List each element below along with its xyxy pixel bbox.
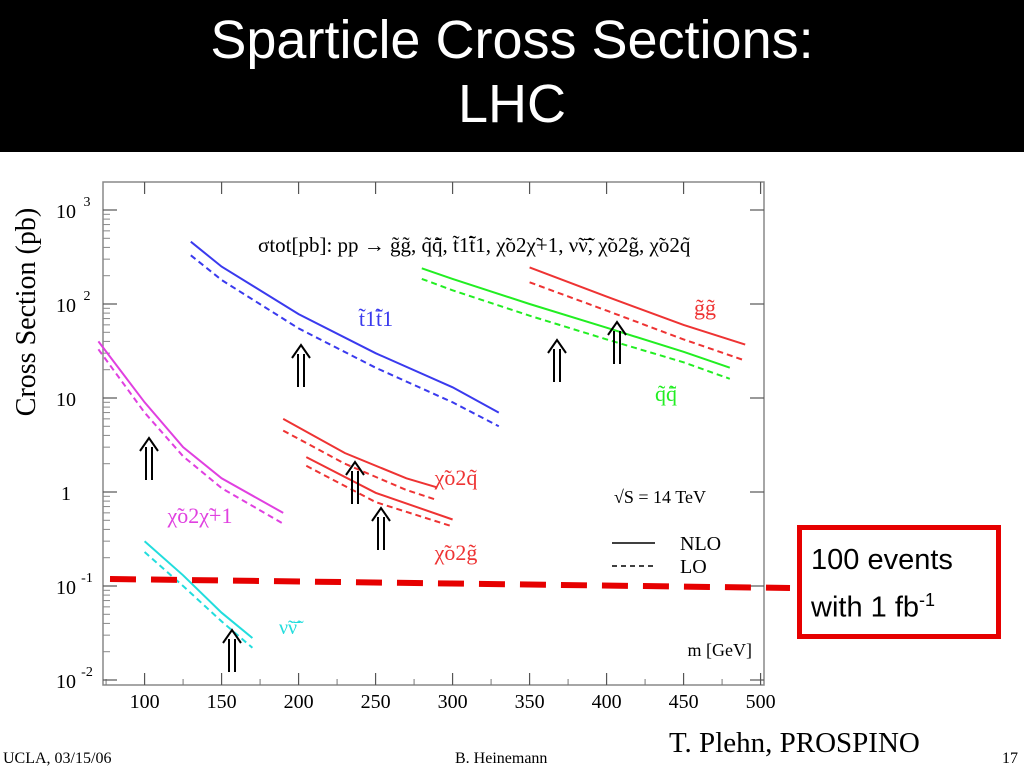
y-tick-label: 1 bbox=[61, 483, 71, 505]
series-lo-curve-4 bbox=[282, 429, 438, 502]
callout-line-1: 100 events bbox=[811, 544, 953, 576]
y-tick-label-exponent: 3 bbox=[84, 195, 91, 210]
x-tick-label: 400 bbox=[592, 691, 622, 713]
mass-arrow-4 bbox=[371, 506, 391, 550]
series-nlo-curve-5 bbox=[305, 456, 453, 521]
title-line-1: Sparticle Cross Sections: bbox=[210, 10, 814, 70]
mass-arrow-5 bbox=[547, 338, 567, 382]
series-label-2: g̃g̃ bbox=[694, 295, 716, 320]
x-tick-label: 100 bbox=[130, 691, 160, 713]
y-tick-label-exponent: 2 bbox=[84, 289, 91, 304]
y-axis-label: Cross Section (pb) bbox=[11, 207, 42, 417]
series-lo-curve-6 bbox=[143, 551, 254, 649]
plot-frame bbox=[102, 181, 765, 686]
arrow-head bbox=[345, 460, 365, 476]
series-label-5: χ̃o2g̃ bbox=[434, 540, 478, 565]
legend-nlo-label: NLO bbox=[680, 533, 721, 555]
energy-label: √S = 14 TeV bbox=[614, 487, 706, 507]
series-label-4: χ̃o2q̃ bbox=[434, 465, 478, 490]
x-tick-label: 200 bbox=[284, 691, 314, 713]
series-nlo-curve-0 bbox=[190, 240, 500, 414]
mass-arrow-3 bbox=[345, 460, 365, 504]
y-tick-label-exponent: -2 bbox=[81, 665, 93, 680]
footer-left: UCLA, 03/15/06 bbox=[3, 750, 112, 767]
y-tick-label-exponent: -1 bbox=[81, 571, 93, 586]
x-tick-label: 450 bbox=[669, 691, 699, 713]
arrow-head bbox=[607, 320, 627, 336]
x-axis-label: m [GeV] bbox=[688, 640, 752, 660]
y-tick-label: 10 bbox=[56, 201, 76, 223]
mass-arrow-1 bbox=[222, 628, 242, 672]
series-lo-curve-2 bbox=[529, 281, 746, 362]
series-lo-curve-3 bbox=[97, 348, 284, 525]
callout-line-2-sup: -1 bbox=[919, 590, 936, 610]
series-lo-curve-5 bbox=[305, 464, 453, 528]
arrow-head bbox=[371, 506, 391, 522]
series-label-1: q̃q̄̃ bbox=[655, 381, 677, 406]
y-tick-label: 10 bbox=[56, 389, 76, 411]
series-nlo-curve-2 bbox=[529, 266, 746, 346]
series-nlo-curve-1 bbox=[421, 267, 731, 369]
arrow-head bbox=[547, 338, 567, 354]
series-nlo-curve-3 bbox=[97, 340, 284, 514]
x-tick-label: 250 bbox=[361, 691, 391, 713]
x-tick-label: 350 bbox=[515, 691, 545, 713]
mass-arrow-6 bbox=[607, 320, 627, 364]
footer-right: 17 bbox=[1002, 750, 1018, 767]
series-nlo-curve-6 bbox=[143, 540, 254, 639]
series-nlo-curve-4 bbox=[282, 418, 438, 489]
arrow-head bbox=[291, 343, 311, 359]
y-tick-label: 10 bbox=[56, 577, 76, 599]
callout-line-2-main: with 1 fb bbox=[811, 591, 919, 624]
title-bar: Sparticle Cross Sections: LHC bbox=[0, 0, 1024, 152]
legend-lo-label: LO bbox=[680, 556, 707, 578]
series-lo-curve-1 bbox=[421, 277, 731, 380]
series-label-3: χ̃o2χ̃+1 bbox=[167, 503, 233, 528]
footer-center: B. Heinemann bbox=[455, 750, 548, 767]
chart-title: σtot[pb]: pp → g̃g̃, q̃q̄̃, t̃1t̃̄1, χ̃o… bbox=[258, 233, 691, 257]
x-tick-label: 150 bbox=[207, 691, 237, 713]
callout-line-2: with 1 fb-1 bbox=[811, 580, 953, 628]
mass-arrow-0 bbox=[139, 436, 159, 480]
arrow-head bbox=[222, 628, 242, 644]
credit-text: T. Plehn, PROSPINO bbox=[669, 727, 920, 759]
y-tick-label: 10 bbox=[56, 295, 76, 317]
event-threshold-callout: 100 events with 1 fb-1 bbox=[797, 525, 1001, 639]
title-line-2: LHC bbox=[457, 74, 567, 134]
series-lo-curve-0 bbox=[190, 254, 500, 428]
mass-arrow-2 bbox=[291, 343, 311, 387]
y-tick-label: 10 bbox=[56, 671, 76, 693]
callout-text: 100 events with 1 fb-1 bbox=[811, 540, 953, 628]
cross-section-chart: 100 150 200 250 300 350 400 450 500 10 -2 10 -1 1 10 10… bbox=[56, 181, 791, 713]
x-tick-label: 300 bbox=[438, 691, 468, 713]
slide-title: Sparticle Cross Sections: LHC bbox=[0, 8, 1024, 136]
x-tick-label: 500 bbox=[746, 691, 776, 713]
series-label-0: t̃1t̃̄1 bbox=[358, 306, 393, 331]
threshold-dashed-line bbox=[109, 576, 791, 591]
arrow-head bbox=[139, 436, 159, 452]
